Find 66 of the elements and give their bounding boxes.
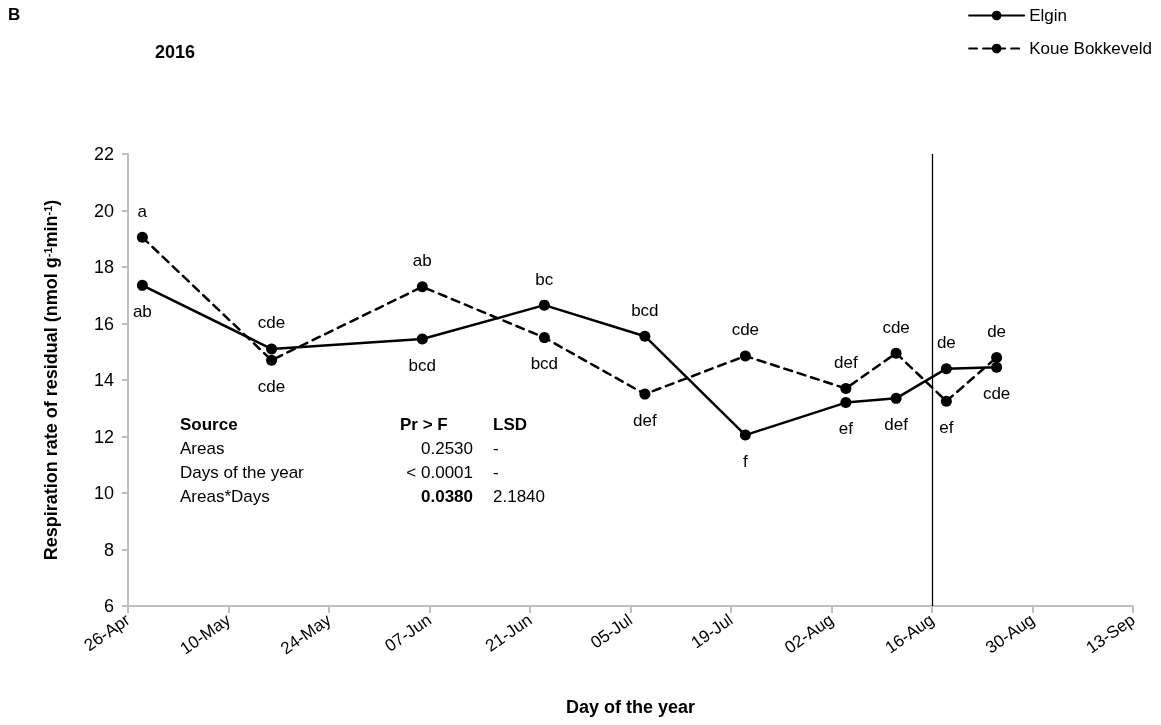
point xyxy=(538,299,550,311)
x-axis-title: Day of the year xyxy=(565,697,696,717)
annotation: Source xyxy=(180,415,238,434)
data-label: ef xyxy=(838,419,854,439)
point xyxy=(991,361,1003,373)
point xyxy=(940,363,952,375)
annotation: Days of the year xyxy=(180,463,305,482)
data-label: de xyxy=(987,321,1007,341)
annotation: 0.0380 xyxy=(421,487,473,506)
data-label: de xyxy=(936,333,956,353)
y-tick-label: 10 xyxy=(93,483,114,503)
point xyxy=(991,351,1003,363)
y-tick-label: 18 xyxy=(93,257,114,277)
annotation: Areas*Days xyxy=(180,487,270,506)
annotation: - xyxy=(493,439,499,458)
data-label: cde xyxy=(257,313,286,333)
point xyxy=(840,397,852,409)
data-label: def xyxy=(884,414,909,434)
data-label: a xyxy=(137,201,148,221)
point xyxy=(739,350,751,362)
point xyxy=(136,231,148,243)
data-label: ab xyxy=(132,301,152,321)
point xyxy=(739,429,751,441)
y-tick-label: 14 xyxy=(93,370,114,390)
data-label: ab xyxy=(412,251,432,271)
data-label: ef xyxy=(939,417,954,437)
point xyxy=(416,333,428,345)
data-label: cde xyxy=(982,383,1011,403)
point xyxy=(416,281,428,293)
data-label: bcd xyxy=(408,355,437,375)
y-tick-label: 8 xyxy=(103,539,114,560)
y-tick-label: 16 xyxy=(93,313,114,334)
legend-label: Elgin xyxy=(1029,6,1067,25)
data-label: def xyxy=(834,352,858,372)
annotation: - xyxy=(493,463,499,482)
point xyxy=(890,392,902,404)
data-label: def xyxy=(633,410,657,430)
y-tick-label: 22 xyxy=(93,144,114,164)
point xyxy=(639,330,651,342)
text: B xyxy=(8,5,21,24)
point xyxy=(266,343,278,355)
data-label: bc xyxy=(535,269,554,289)
legend-label: Koue Bokkeveld xyxy=(1029,39,1153,58)
data-label: cde xyxy=(257,376,286,396)
annotation: LSD xyxy=(493,415,527,434)
point xyxy=(639,388,651,400)
annotation: < 0.0001 xyxy=(406,463,473,482)
data-label: bcd xyxy=(530,354,559,374)
point xyxy=(890,347,902,359)
data-label: cde xyxy=(731,320,760,340)
chart-title: 2016 xyxy=(155,42,196,62)
annotation: 0.2530 xyxy=(421,439,473,458)
point xyxy=(266,354,278,366)
y-tick-label: 20 xyxy=(93,200,114,221)
point xyxy=(136,279,148,291)
annotation: Areas xyxy=(180,439,225,458)
y-tick-label: 12 xyxy=(93,426,114,447)
data-label: f xyxy=(742,451,748,471)
annotation: Pr > F xyxy=(400,415,448,434)
point xyxy=(538,332,550,344)
annotation: 2.1840 xyxy=(493,487,545,506)
data-label: bcd xyxy=(631,300,659,320)
point xyxy=(840,382,852,394)
data-label: cde xyxy=(882,317,910,337)
y-tick-label: 6 xyxy=(103,596,114,616)
point xyxy=(940,395,952,407)
